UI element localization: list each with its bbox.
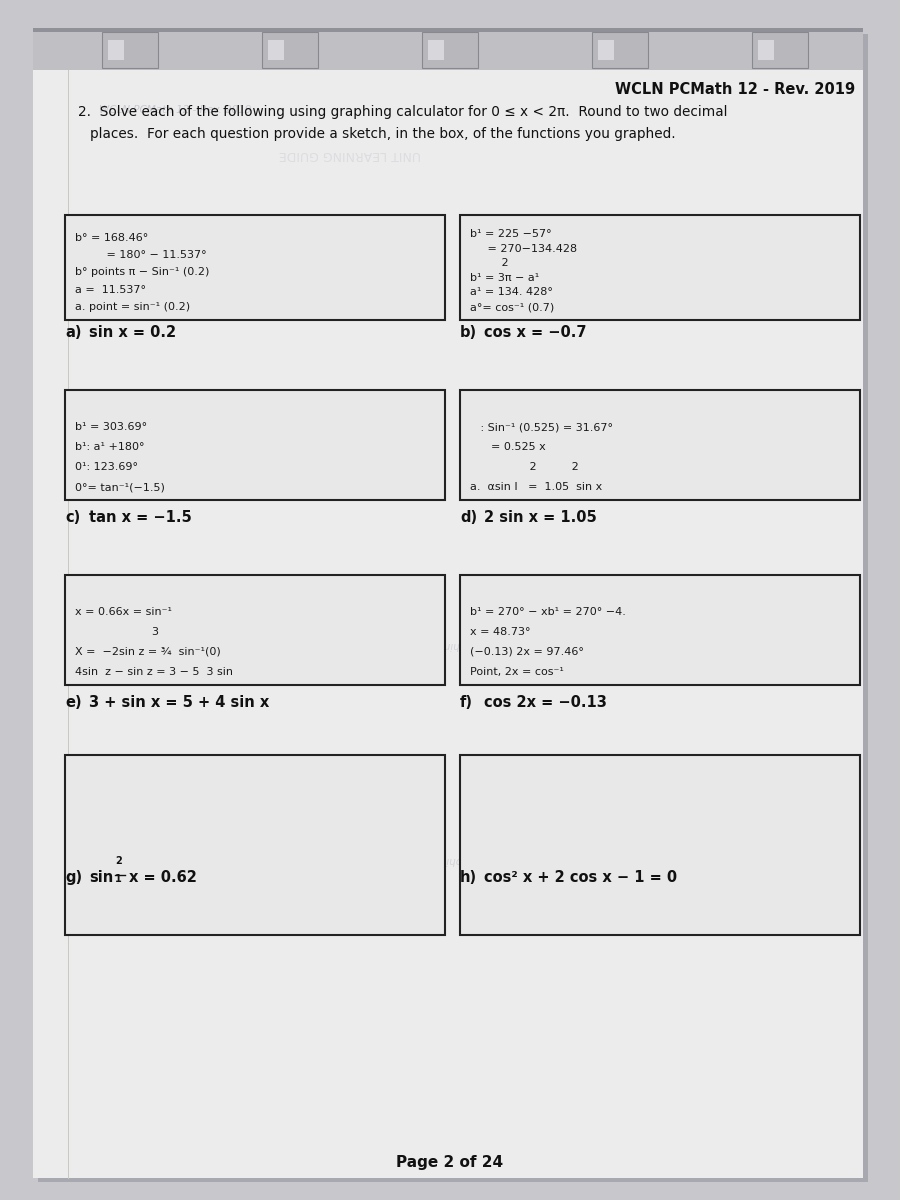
Text: a): a) (65, 325, 82, 340)
Text: 2.  Solve each of the following using graphing calculator for 0 ≤ x < 2π.  Round: 2. Solve each of the following using gra… (78, 104, 727, 119)
Text: fo sin 2x = 1: fo sin 2x = 1 (626, 913, 688, 923)
Text: b¹: a¹ +180°: b¹: a¹ +180° (75, 442, 145, 452)
Bar (460, 755, 860, 935)
Text: cos x = −0.7: cos x = −0.7 (484, 325, 587, 340)
Text: c): c) (65, 510, 80, 526)
Text: 2          2: 2 2 (470, 462, 579, 472)
Text: g): g) (65, 870, 82, 886)
Text: 3 + sin x = 5 + 4 sin x: 3 + sin x = 5 + 4 sin x (89, 695, 269, 710)
Bar (108, 40, 124, 60)
Bar (428, 40, 444, 60)
Bar (752, 32, 808, 68)
Text: WCLN PCMath 12 - Rev. 2019: WCLN PCMath 12 - Rev. 2019 (615, 82, 855, 97)
Bar (268, 40, 284, 60)
Text: WCLN PCMath 12 - Rev. 2019: WCLN PCMath 12 - Rev. 2019 (99, 104, 251, 115)
Text: b° points π − Sin⁻¹ (0.2): b° points π − Sin⁻¹ (0.2) (75, 268, 210, 277)
Bar (33, 28, 863, 32)
Bar (422, 32, 478, 68)
Text: X =  −2sin z = ¾  sin⁻¹(0): X = −2sin z = ¾ sin⁻¹(0) (75, 647, 220, 658)
Text: cos² x + 2 cos x − 1 = 0: cos² x + 2 cos x − 1 = 0 (484, 870, 677, 886)
Bar (598, 40, 614, 60)
Text: = 0.525 x: = 0.525 x (470, 442, 545, 452)
Bar (65, 755, 445, 935)
Text: 0¹: 123.69°: 0¹: 123.69° (75, 462, 138, 472)
Text: 0°= tan⁻¹(−1.5): 0°= tan⁻¹(−1.5) (75, 482, 165, 492)
Text: a =  11.537°: a = 11.537° (75, 284, 146, 295)
Bar (65, 390, 445, 500)
Text: a.  αsin I   =  1.05  sin x: a. αsin I = 1.05 sin x (470, 482, 602, 492)
Text: x = 48.73°: x = 48.73° (470, 626, 530, 637)
Bar (65, 215, 445, 320)
Text: 2 sin x = 1.05: 2 sin x = 1.05 (484, 510, 597, 526)
Text: b¹ = 3π − a¹: b¹ = 3π − a¹ (470, 272, 539, 283)
Text: 3: 3 (75, 626, 159, 637)
Text: : Sin⁻¹ (0.525) = 31.67°: : Sin⁻¹ (0.525) = 31.67° (470, 422, 613, 432)
Text: All work as it applies: All work as it applies (197, 900, 284, 910)
Text: 4sin  z − sin z = 3 − 5  3 sin: 4sin z − sin z = 3 − 5 3 sin (75, 667, 233, 677)
Text: e): e) (65, 695, 82, 710)
Bar (460, 390, 860, 500)
Text: x = 0.66x = sin⁻¹: x = 0.66x = sin⁻¹ (75, 607, 172, 617)
Text: (−0.13) 2x = 97.46°: (−0.13) 2x = 97.46° (470, 647, 584, 658)
Text: Point, 2x = cos⁻¹: Point, 2x = cos⁻¹ (470, 667, 564, 677)
Text: UNIT LEARNING GUIDE: UNIT LEARNING GUIDE (279, 148, 421, 161)
Text: places.  For each question provide a sketch, in the box, of the functions you gr: places. For each question provide a sket… (90, 127, 676, 140)
Text: cos 2x = −0.13: cos 2x = −0.13 (484, 695, 607, 710)
Text: 0.3sin2x + 1 = 1: 0.3sin2x + 1 = 1 (211, 913, 293, 923)
Text: Using a Graphing Calculator: Using a Graphing Calculator (377, 854, 523, 865)
Text: x = 0.62: x = 0.62 (129, 870, 197, 886)
Text: 2: 2 (470, 258, 508, 268)
Text: = 180° − 11.537°: = 180° − 11.537° (75, 250, 207, 260)
Text: = 270−134.428: = 270−134.428 (470, 244, 577, 253)
Text: h): h) (460, 870, 477, 886)
Text: b¹ = 303.69°: b¹ = 303.69° (75, 422, 147, 432)
Text: 2: 2 (115, 856, 122, 866)
Text: b¹ = 225 −57°: b¹ = 225 −57° (470, 229, 552, 239)
Text: d): d) (460, 510, 477, 526)
Text: with a Graphing Calculator: with a Graphing Calculator (381, 640, 519, 650)
Bar (758, 40, 774, 60)
Text: sin x = 0.2: sin x = 0.2 (89, 325, 176, 340)
Bar (460, 215, 860, 320)
Bar (102, 32, 158, 68)
Text: sin: sin (89, 870, 113, 886)
Bar (460, 575, 860, 685)
Text: Page 2 of 24: Page 2 of 24 (396, 1154, 504, 1170)
Text: b): b) (460, 325, 477, 340)
Bar (65, 575, 445, 685)
Bar (262, 32, 318, 68)
Text: a. point = sin⁻¹ (0.2): a. point = sin⁻¹ (0.2) (75, 302, 190, 312)
Text: b¹ = 270° − xb¹ = 270° −4.: b¹ = 270° − xb¹ = 270° −4. (470, 607, 626, 617)
Text: 1: 1 (115, 874, 122, 884)
Bar (592, 32, 648, 68)
Bar (33, 28, 863, 70)
Text: tan x = −1.5: tan x = −1.5 (89, 510, 192, 526)
Text: a¹ = 134. 428°: a¹ = 134. 428° (470, 287, 553, 298)
Text: b° = 168.46°: b° = 168.46° (75, 233, 148, 242)
Text: f): f) (460, 695, 473, 710)
Text: a°= cos⁻¹ (0.7): a°= cos⁻¹ (0.7) (470, 302, 554, 312)
